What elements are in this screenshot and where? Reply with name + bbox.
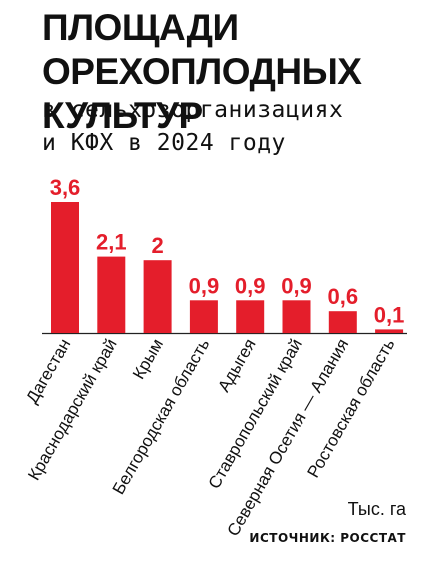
chart-title-line-1: ПЛОЩАДИ [42, 7, 239, 48]
data-label: 2 [151, 233, 163, 258]
bar [143, 260, 172, 333]
chart-subtitle: в сельхозорганизациях и КФХ в 2024 году [42, 94, 343, 160]
bar [236, 300, 265, 334]
data-label: 0,9 [235, 273, 266, 298]
bar [97, 256, 126, 333]
chart-subtitle-line-2: и КФХ в 2024 году [42, 130, 286, 156]
chart-title-line-2: ОРЕХОПЛОДНЫХ КУЛЬТУР [42, 51, 362, 136]
data-label: 0,9 [189, 273, 220, 298]
unit-label: Тыс. га [347, 499, 406, 519]
data-label: 0,6 [328, 284, 359, 309]
x-tick-label: Дагестан [22, 336, 74, 407]
data-label: 0,9 [281, 273, 312, 298]
x-tick-label: Белгородская область [109, 335, 214, 497]
x-tick-label: Краснодарский край [24, 336, 121, 484]
bar [51, 202, 79, 333]
x-tick-label: Адыгея [214, 336, 259, 396]
bar [375, 329, 404, 333]
data-label: 0,1 [374, 302, 405, 327]
source-label: ИСТОЧНИК: РОССТАТ [249, 531, 406, 545]
data-label: 3,6 [50, 175, 81, 200]
chart-subtitle-line-1: в сельхозорганизациях [42, 97, 344, 123]
data-label: 2,1 [96, 230, 127, 255]
bar [328, 311, 357, 333]
bar [189, 300, 218, 334]
x-tick-label: Крым [129, 336, 167, 383]
chart-title: ПЛОЩАДИ ОРЕХОПЛОДНЫХ КУЛЬТУР [42, 6, 428, 138]
bar [282, 300, 311, 334]
x-tick-label: Ростовская область [304, 335, 399, 481]
